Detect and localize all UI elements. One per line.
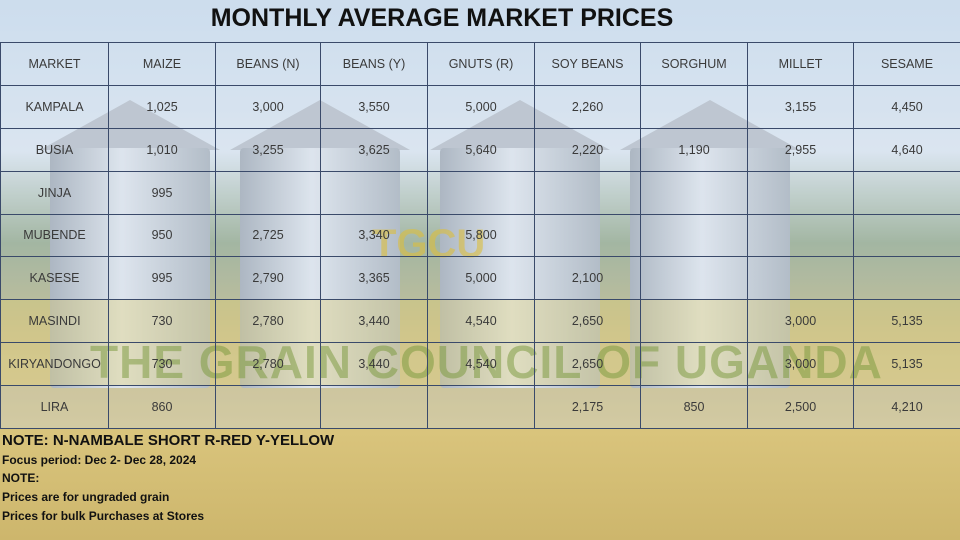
price-cell: 2,725 — [215, 213, 321, 258]
price-cell: 2,650 — [534, 299, 641, 344]
market-name: KIRYANDONGO — [0, 342, 109, 387]
column-header: MARKET — [0, 42, 109, 86]
price-cell: 2,220 — [534, 127, 641, 172]
note-line: Prices are for ungraded grain — [2, 490, 170, 504]
price-cell: 3,155 — [747, 84, 854, 129]
price-cell — [640, 170, 748, 215]
price-cell — [427, 385, 535, 429]
price-cell — [640, 213, 748, 258]
price-cell: 2,500 — [747, 385, 854, 429]
price-cell — [853, 213, 960, 258]
note-period: Focus period: Dec 2- Dec 28, 2024 — [2, 453, 197, 467]
title: MONTHLY AVERAGE MARKET PRICES — [210, 4, 674, 32]
price-cell: 2,260 — [534, 84, 641, 129]
price-cell: 5,135 — [853, 342, 960, 387]
price-cell: 995 — [108, 256, 216, 301]
market-name: KASESE — [0, 256, 109, 301]
price-cell — [747, 213, 854, 258]
price-cell: 3,365 — [320, 256, 428, 301]
silo-roof — [40, 100, 220, 150]
market-name: BUSIA — [0, 127, 109, 172]
market-name: JINJA — [0, 170, 109, 215]
price-cell — [320, 170, 428, 215]
column-header: BEANS (Y) — [320, 42, 428, 86]
price-cell — [534, 213, 641, 258]
price-cell: 3,625 — [320, 127, 428, 172]
price-cell: 3,440 — [320, 299, 428, 344]
note-legend: NOTE: N-NAMBALE SHORT R-RED Y-YELLOW — [2, 432, 335, 449]
price-cell: 3,000 — [747, 342, 854, 387]
price-cell: 1,190 — [640, 127, 748, 172]
price-cell: 2,780 — [215, 299, 321, 344]
price-cell: 1,025 — [108, 84, 216, 129]
market-name: LIRA — [0, 385, 109, 429]
column-header: SORGHUM — [640, 42, 748, 86]
price-cell — [640, 299, 748, 344]
price-cell — [215, 170, 321, 215]
price-cell: 4,450 — [853, 84, 960, 129]
price-cell: 995 — [108, 170, 216, 215]
market-name: MASINDI — [0, 299, 109, 344]
price-cell — [640, 256, 748, 301]
price-cell: 4,210 — [853, 385, 960, 429]
price-cell: 4,640 — [853, 127, 960, 172]
price-cell: 730 — [108, 299, 216, 344]
price-cell: 5,640 — [427, 127, 535, 172]
price-cell — [747, 170, 854, 215]
price-cell: 3,340 — [320, 213, 428, 258]
column-header: BEANS (N) — [215, 42, 321, 86]
price-cell: 860 — [108, 385, 216, 429]
price-cell: 2,780 — [215, 342, 321, 387]
column-header: MILLET — [747, 42, 854, 86]
column-header: SOY BEANS — [534, 42, 641, 86]
silo — [50, 148, 210, 388]
price-cell: 2,790 — [215, 256, 321, 301]
price-cell — [320, 385, 428, 429]
price-cell: 1,010 — [108, 127, 216, 172]
silo — [440, 148, 600, 388]
price-cell: 2,650 — [534, 342, 641, 387]
silo-roof — [430, 100, 610, 150]
price-cell — [215, 385, 321, 429]
column-header: MAIZE — [108, 42, 216, 86]
note-line: Prices for bulk Purchases at Stores — [2, 509, 205, 523]
price-cell: 4,540 — [427, 342, 535, 387]
price-cell: 2,175 — [534, 385, 641, 429]
price-table: MARKET MAIZE BEANS (N) BEANS (Y) GNUTS (R) SO… — [0, 42, 960, 429]
price-cell: 3,255 — [215, 127, 321, 172]
price-cell — [747, 256, 854, 301]
price-cell — [534, 170, 641, 215]
price-cell: 850 — [640, 385, 748, 429]
market-name: KAMPALA — [0, 84, 109, 129]
price-cell — [640, 342, 748, 387]
market-name: MUBENDE — [0, 213, 109, 258]
silo-roof — [620, 100, 800, 150]
price-cell: 5,135 — [853, 299, 960, 344]
price-cell: 3,000 — [215, 84, 321, 129]
price-cell: 730 — [108, 342, 216, 387]
silo — [630, 148, 790, 388]
price-cell: 2,100 — [534, 256, 641, 301]
price-cell — [427, 170, 535, 215]
logo-text: TGCU — [372, 222, 486, 266]
price-cell: 5,800 — [427, 213, 535, 258]
price-cell: 3,000 — [747, 299, 854, 344]
price-cell: 5,000 — [427, 256, 535, 301]
price-cell: 4,540 — [427, 299, 535, 344]
note-heading: NOTE: — [2, 471, 40, 485]
price-cell — [853, 170, 960, 215]
price-cell — [640, 84, 748, 129]
price-cell — [853, 256, 960, 301]
price-cell: 5,000 — [427, 84, 535, 129]
price-cell: 3,550 — [320, 84, 428, 129]
price-cell: 3,440 — [320, 342, 428, 387]
price-cell: 950 — [108, 213, 216, 258]
column-header: GNUTS (R) — [427, 42, 535, 86]
column-header: SESAME — [853, 42, 960, 86]
watermark-text: THE GRAIN COUNCIL OF UGANDA — [90, 336, 883, 388]
price-cell: 2,955 — [747, 127, 854, 172]
